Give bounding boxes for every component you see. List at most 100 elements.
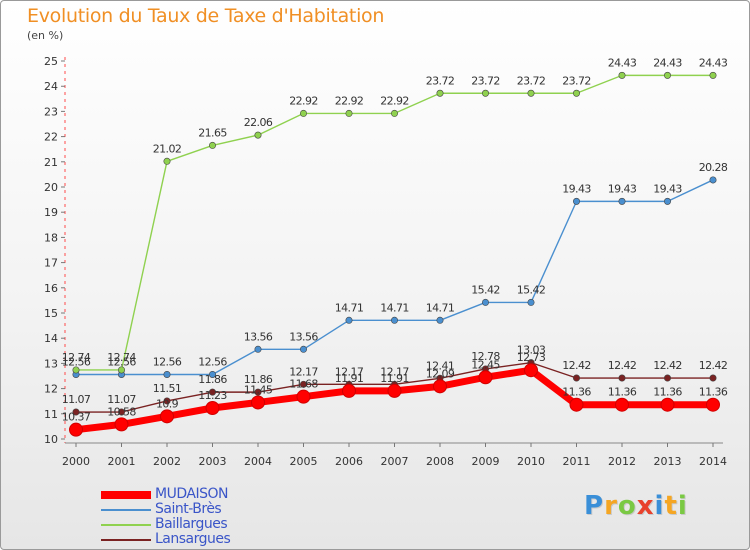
data-point: [118, 366, 126, 374]
data-point: [160, 409, 174, 424]
y-tick-label: 18: [44, 231, 58, 244]
data-label: 23.72: [471, 74, 500, 87]
data-label: 15.42: [471, 283, 500, 296]
data-label: 11.86: [198, 373, 227, 386]
y-tick-label: 10: [44, 433, 58, 446]
data-point: [209, 388, 217, 396]
y-tick-label: 14: [44, 332, 58, 345]
legend-swatch: [101, 491, 151, 499]
data-label: 11.07: [62, 393, 91, 406]
data-point: [572, 197, 580, 205]
data-point: [387, 383, 402, 398]
series-layer: [69, 71, 720, 437]
logo-letter: r: [604, 491, 618, 521]
data-label: 24.43: [608, 56, 637, 69]
x-tick-label: 2008: [426, 455, 454, 468]
data-point: [299, 109, 307, 117]
data-label: 11.68: [289, 378, 318, 391]
unit-label: (en %): [27, 29, 64, 42]
y-tick-label: 22: [44, 131, 58, 144]
data-point: [709, 176, 717, 184]
legend-item: Saint-Brès: [101, 501, 301, 517]
legend-label: Saint-Brès: [155, 501, 222, 517]
y-tick-label: 16: [44, 282, 58, 295]
data-point: [663, 374, 671, 382]
chart-title: Evolution du Taux de Taxe d'Habitation: [27, 5, 385, 27]
logo-letter: o: [617, 491, 637, 521]
data-point: [390, 316, 398, 324]
data-label: 12.45: [471, 358, 500, 371]
data-label: 10.37: [62, 411, 91, 424]
data-label: 24.43: [699, 56, 728, 69]
legend-label: MUDAISON: [155, 486, 228, 502]
series-line-saint-brès: [76, 179, 714, 376]
data-point: [390, 109, 398, 117]
data-label: 11.36: [699, 386, 728, 399]
data-label: 11.07: [107, 393, 136, 406]
data-label: 22.92: [289, 94, 318, 107]
data-point: [72, 408, 80, 416]
data-point: [660, 397, 675, 412]
data-point: [572, 89, 580, 97]
series-line-baillargues: [76, 74, 713, 371]
legend-swatch: [101, 509, 151, 511]
data-label: 12.56: [153, 355, 182, 368]
data-point: [618, 374, 626, 382]
x-tick-label: 2002: [153, 455, 181, 468]
data-label: 23.72: [562, 74, 591, 87]
legend-label: Lansargues: [155, 531, 231, 547]
data-label: 12.09: [426, 367, 455, 380]
data-point: [569, 397, 584, 412]
data-point: [524, 363, 538, 378]
legend-swatch: [101, 539, 151, 541]
data-label: 11.86: [244, 373, 273, 386]
data-label: 20.28: [699, 161, 728, 174]
data-label: 12.56: [198, 355, 227, 368]
data-label: 14.71: [380, 301, 409, 314]
data-label: 12.17: [289, 365, 318, 378]
data-label: 10.58: [107, 405, 136, 418]
x-tick-label: 2014: [699, 455, 727, 468]
data-point: [706, 397, 720, 412]
data-label: 11.91: [335, 372, 364, 385]
x-tick-label: 2003: [199, 455, 227, 468]
data-label: 11.51: [153, 382, 182, 395]
y-tick-label: 11: [44, 408, 58, 421]
data-point: [345, 316, 353, 324]
data-label: 12.73: [517, 351, 546, 364]
data-label: 19.43: [608, 182, 637, 195]
x-tick-label: 2001: [108, 455, 136, 468]
data-point: [478, 370, 493, 385]
logo-letter: P: [584, 491, 605, 521]
data-label: 12.56: [107, 355, 136, 368]
data-point: [572, 374, 580, 382]
data-point: [618, 197, 626, 205]
data-label: 21.65: [198, 126, 227, 139]
line-chart: 10 11 12 13 14 15 16 17 18 19 20 21 22 23 24 25 2000 2001…: [44, 55, 728, 468]
data-label: 12.41: [426, 359, 455, 372]
x-tick-label: 2011: [563, 455, 591, 468]
data-point: [209, 141, 217, 149]
data-label: 12.42: [608, 359, 637, 372]
data-point: [527, 298, 535, 306]
data-point: [69, 422, 83, 437]
data-label: 22.92: [380, 94, 409, 107]
y-tick-label: 17: [44, 257, 58, 270]
data-label: 14.71: [426, 301, 455, 314]
legend-label: Baillargues: [155, 516, 228, 532]
legend-swatch: [101, 524, 151, 526]
data-point: [254, 388, 262, 396]
y-tick-label: 13: [44, 357, 58, 370]
data-label: 22.92: [335, 94, 364, 107]
y-tick-label: 23: [44, 105, 58, 118]
logo-letter: i: [677, 491, 688, 521]
y-tick-label: 20: [44, 181, 58, 194]
data-label: 10.9: [156, 397, 179, 410]
x-tick-label: 2000: [62, 455, 90, 468]
x-tick-label: 2007: [381, 455, 409, 468]
data-point: [615, 397, 629, 412]
data-label: 14.71: [335, 301, 364, 314]
data-point: [618, 71, 626, 79]
data-point: [481, 89, 489, 97]
